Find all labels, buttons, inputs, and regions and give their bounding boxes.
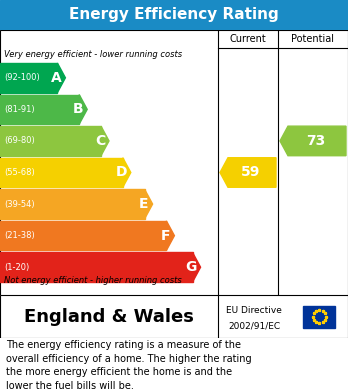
Polygon shape: [166, 221, 174, 250]
Polygon shape: [280, 126, 346, 156]
Text: (39-54): (39-54): [4, 199, 34, 208]
Polygon shape: [145, 189, 153, 219]
Bar: [303, 305, 335, 328]
Text: F: F: [161, 229, 171, 243]
Text: 73: 73: [306, 134, 326, 148]
Text: 59: 59: [241, 165, 261, 179]
Text: Current: Current: [230, 34, 266, 44]
Bar: [0, 95, 79, 124]
Text: The energy efficiency rating is a measure of the
overall efficiency of a home. T: The energy efficiency rating is a measur…: [6, 340, 252, 391]
Polygon shape: [101, 126, 109, 156]
Text: A: A: [51, 71, 61, 85]
Text: C: C: [95, 134, 105, 148]
Text: E: E: [139, 197, 149, 211]
Polygon shape: [123, 158, 131, 187]
Bar: [0, 189, 145, 219]
Text: D: D: [115, 165, 127, 179]
Text: (69-80): (69-80): [4, 136, 35, 145]
Text: Potential: Potential: [292, 34, 334, 44]
Text: (81-91): (81-91): [4, 105, 34, 114]
Text: (92-100): (92-100): [4, 73, 40, 82]
Text: Energy Efficiency Rating: Energy Efficiency Rating: [69, 7, 279, 23]
Text: 2002/91/EC: 2002/91/EC: [228, 321, 280, 330]
Text: G: G: [185, 260, 197, 274]
Bar: [0, 158, 123, 187]
Text: (55-68): (55-68): [4, 168, 35, 177]
Text: (21-38): (21-38): [4, 231, 35, 240]
Text: Not energy efficient - higher running costs: Not energy efficient - higher running co…: [4, 276, 182, 285]
Text: B: B: [73, 102, 83, 117]
Polygon shape: [79, 95, 87, 124]
Text: EU Directive: EU Directive: [227, 305, 282, 314]
Bar: [0, 253, 192, 282]
Polygon shape: [57, 63, 65, 93]
Text: Very energy efficient - lower running costs: Very energy efficient - lower running co…: [4, 50, 182, 59]
Bar: [0, 126, 101, 156]
Text: England & Wales: England & Wales: [24, 307, 194, 325]
Polygon shape: [192, 253, 200, 282]
Bar: [0, 221, 166, 250]
Bar: [0, 63, 57, 93]
Polygon shape: [220, 158, 276, 187]
Text: (1-20): (1-20): [4, 263, 29, 272]
